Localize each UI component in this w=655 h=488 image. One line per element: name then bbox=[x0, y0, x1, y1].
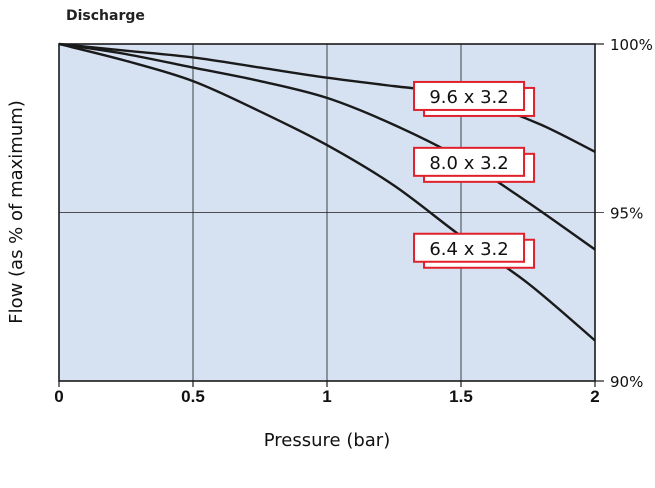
y-tick-label: 90% bbox=[610, 373, 643, 391]
x-tick-label: 0 bbox=[54, 387, 63, 406]
series-label-box: 8.0 x 3.2 bbox=[413, 146, 536, 183]
series-label: 9.6 x 3.2 bbox=[429, 87, 508, 108]
y-tick-label: 100% bbox=[610, 36, 653, 54]
series-line bbox=[58, 42, 596, 342]
x-tick-labels: 0 0.5 1 1.5 2 bbox=[54, 387, 599, 406]
y-axis-label: Flow (as % of maximum) bbox=[6, 100, 27, 324]
series-label-box: 6.4 x 3.2 bbox=[413, 232, 536, 269]
label-box bbox=[413, 232, 526, 263]
y-tick-label: 95% bbox=[610, 205, 643, 223]
x-tick-label: 0.5 bbox=[181, 387, 205, 406]
x-axis-label: Pressure (bar) bbox=[264, 430, 390, 451]
label-box bbox=[413, 80, 526, 111]
series-labels: 9.6 x 3.2 8.0 x 3.2 6.4 x 3.2 bbox=[413, 80, 536, 269]
plot-frame bbox=[58, 43, 596, 382]
axis-ticks bbox=[58, 43, 604, 387]
series-label: 6.4 x 3.2 bbox=[429, 239, 508, 260]
x-tick-label: 1 bbox=[322, 387, 331, 406]
series-label-box: 9.6 x 3.2 bbox=[413, 80, 536, 117]
label-box bbox=[413, 146, 526, 177]
series-label: 8.0 x 3.2 bbox=[429, 153, 508, 174]
x-tick-label: 1.5 bbox=[449, 387, 473, 406]
y-tick-labels: 90% 95% 100% bbox=[610, 36, 653, 391]
series-line bbox=[58, 42, 596, 251]
x-tick-label: 2 bbox=[590, 387, 599, 406]
chart-title: Discharge bbox=[66, 8, 145, 24]
